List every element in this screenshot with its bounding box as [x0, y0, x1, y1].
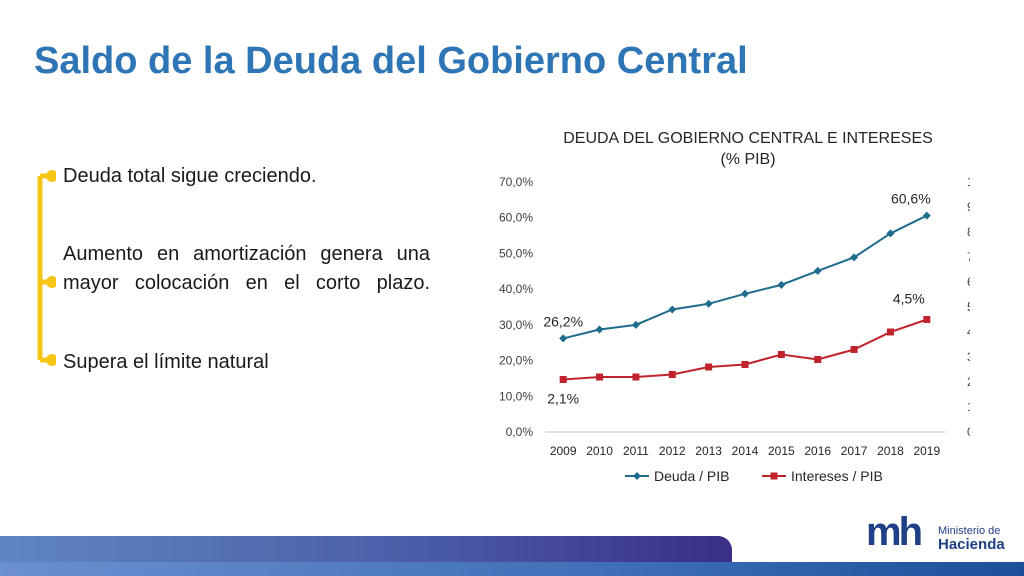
slide-title: Saldo de la Deuda del Gobierno Central	[34, 40, 748, 82]
x-tick-label: 2018	[877, 444, 904, 458]
data-point-deuda	[850, 253, 859, 262]
data-point-intereses	[632, 373, 640, 381]
bullet-timeline	[37, 170, 56, 366]
data-point-deuda	[595, 325, 604, 334]
bullet-item: Aumento en amortización genera una mayor…	[63, 243, 430, 294]
y-right-tick-label: 6,0%	[967, 275, 970, 289]
legend-marker	[633, 472, 641, 480]
x-tick-label: 2019	[913, 444, 940, 458]
bullet-item: Deuda total sigue creciendo.	[63, 165, 317, 187]
x-tick-label: 2009	[550, 444, 577, 458]
data-point-intereses	[850, 346, 858, 353]
data-point-intereses	[668, 371, 676, 378]
debt-interest-chart: DEUDA DEL GOBIERNO CENTRAL E INTERESES (%…	[499, 130, 970, 484]
legend-label: Deuda / PIB	[654, 468, 730, 484]
data-point-intereses	[777, 351, 785, 358]
data-point-deuda	[741, 289, 749, 298]
x-tick-label: 2014	[732, 444, 759, 458]
y-left-tick-label: 50,0%	[499, 246, 533, 260]
y-right-tick-label: 4,0%	[967, 325, 970, 339]
y-right-tick-label: 9,0%	[967, 200, 970, 214]
logo-text-line1: Ministerio de	[938, 525, 1001, 537]
y-left-tick-label: 70,0%	[499, 175, 533, 189]
series-line-deuda	[562, 214, 928, 340]
data-label: 2,1%	[547, 391, 579, 407]
y-right-tick-label: 1,0%	[967, 400, 970, 414]
y-right-tick-label: 3,0%	[967, 350, 970, 364]
data-point-deuda	[886, 229, 895, 238]
logo-text-line2: Hacienda	[938, 536, 1005, 553]
data-point-intereses	[886, 328, 894, 336]
chart-title: DEUDA DEL GOBIERNO CENTRAL E INTERESES	[563, 130, 933, 147]
legend-marker	[770, 472, 778, 480]
y-right-tick-label: 7,0%	[967, 250, 970, 264]
footer-strip	[0, 562, 1024, 576]
data-point-intereses	[596, 373, 604, 381]
data-point-intereses	[741, 361, 749, 368]
y-left-tick-label: 10,0%	[499, 389, 533, 403]
bullet-dot	[46, 354, 56, 366]
x-tick-label: 2016	[804, 444, 831, 458]
data-point-deuda	[777, 280, 786, 289]
data-label: 26,2%	[543, 313, 583, 329]
y-left-tick-label: 40,0%	[499, 282, 533, 296]
data-point-deuda	[559, 334, 568, 343]
y-right-tick-label: 10,0%	[967, 175, 970, 189]
data-point-deuda	[668, 305, 677, 314]
bullet-item: Supera el límite natural	[63, 351, 269, 373]
x-tick-label: 2013	[695, 444, 722, 458]
data-label: 60,6%	[891, 191, 931, 207]
y-left-tick-label: 0,0%	[506, 425, 534, 439]
y-right-tick-label: 8,0%	[967, 225, 970, 239]
x-tick-label: 2011	[623, 444, 649, 458]
y-left-tick-label: 20,0%	[499, 354, 533, 368]
chart-title: (% PIB)	[720, 151, 775, 168]
data-point-intereses	[923, 316, 931, 323]
x-tick-label: 2012	[659, 444, 686, 458]
y-right-tick-label: 5,0%	[967, 300, 970, 314]
bullet-dot	[46, 276, 56, 288]
x-tick-label: 2017	[841, 444, 868, 458]
data-point-deuda	[631, 320, 640, 329]
x-tick-label: 2015	[768, 444, 795, 458]
data-point-intereses	[559, 376, 567, 383]
data-point-deuda	[813, 266, 822, 275]
data-label: 4,5%	[893, 291, 925, 307]
y-left-tick-label: 30,0%	[499, 318, 533, 332]
ministerio-hacienda-logo: mh Ministerio de Hacienda	[866, 510, 1006, 554]
x-tick-label: 2010	[586, 444, 613, 458]
data-point-intereses	[814, 356, 822, 363]
data-point-deuda	[922, 211, 931, 220]
legend-label: Intereses / PIB	[791, 468, 883, 484]
footer-bar	[0, 536, 732, 562]
y-left-tick-label: 60,0%	[499, 211, 533, 225]
y-right-tick-label: 0,0%	[967, 425, 970, 439]
series-line-intereses	[563, 318, 928, 381]
data-point-intereses	[705, 363, 713, 371]
data-point-deuda	[704, 299, 713, 308]
y-right-tick-label: 2,0%	[967, 375, 970, 389]
logo-mark: mh	[866, 510, 923, 554]
bullet-dot	[46, 170, 56, 182]
